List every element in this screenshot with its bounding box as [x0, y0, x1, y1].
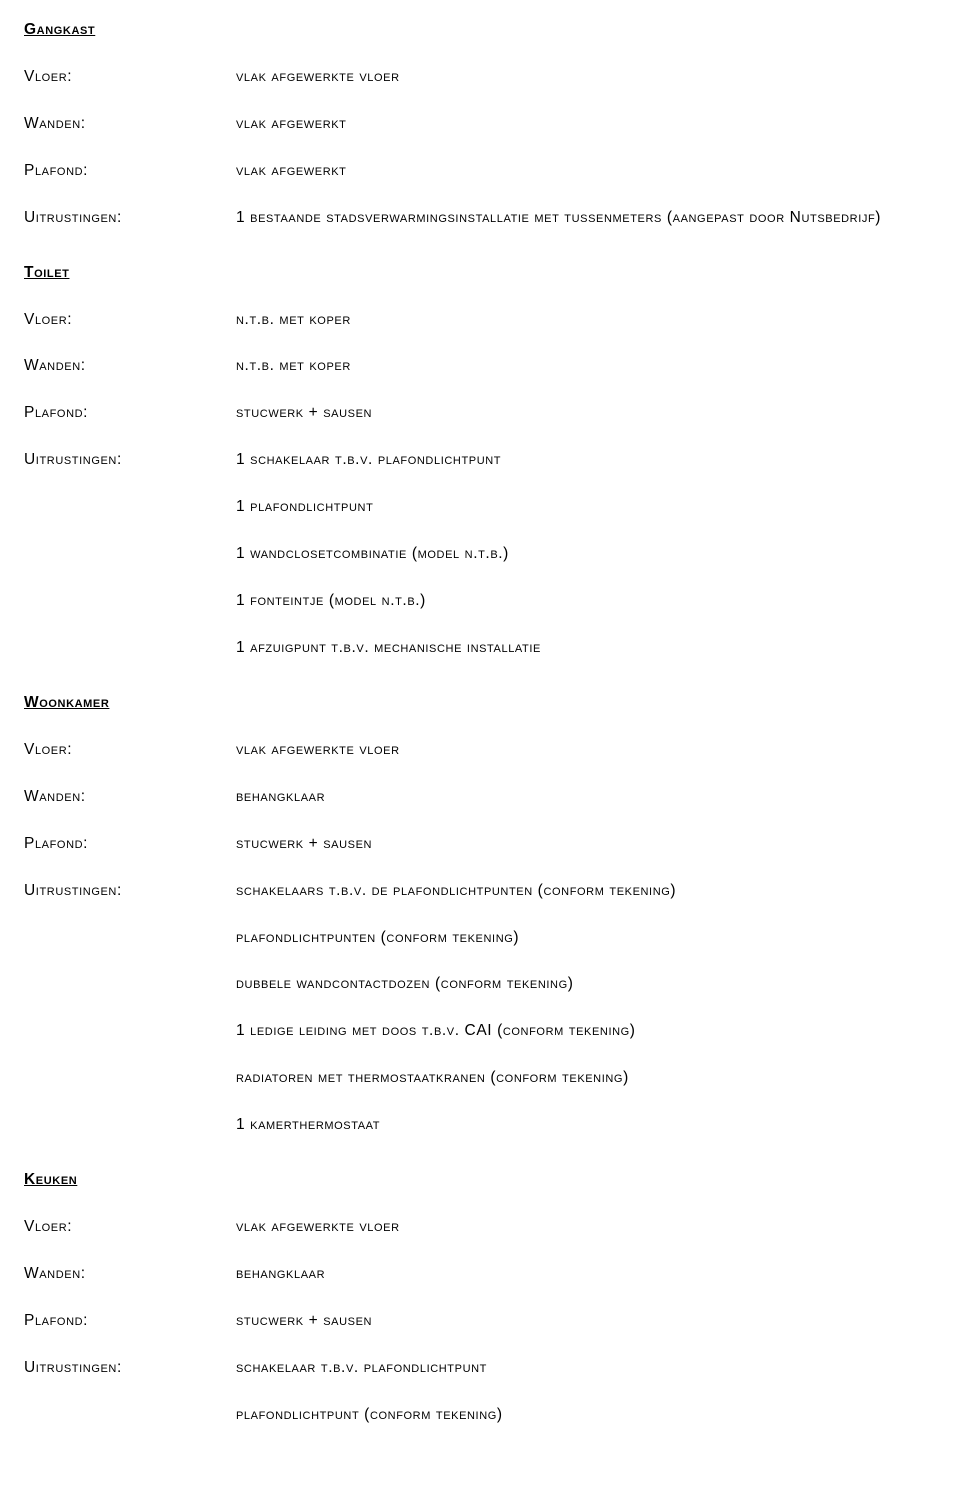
section-title-keuken: Keuken	[24, 1170, 960, 1191]
value-uitrustingen: 1 schakelaar t.b.v. plafondlichtpunt 1 p…	[236, 450, 960, 659]
row-woonkamer-plafond: Plafond: stucwerk + sausen	[24, 834, 960, 855]
value-uitrustingen: schakelaars t.b.v. de plafondlichtpunten…	[236, 881, 960, 1137]
label-wanden: Wanden:	[24, 114, 236, 135]
uitrustingen-line: 1 wandclosetcombinatie (model n.t.b.)	[236, 544, 960, 565]
label-plafond: Plafond:	[24, 1311, 236, 1332]
uitrustingen-line: 1 fonteintje (model n.t.b.)	[236, 591, 960, 612]
uitrustingen-line: 1 schakelaar t.b.v. plafondlichtpunt	[236, 450, 960, 471]
row-keuken-wanden: Wanden: behangklaar	[24, 1264, 960, 1285]
uitrustingen-line: 1 afzuigpunt t.b.v. mechanische installa…	[236, 638, 960, 659]
label-plafond: Plafond:	[24, 161, 236, 182]
value-wanden: behangklaar	[236, 1264, 960, 1285]
row-keuken-plafond: Plafond: stucwerk + sausen	[24, 1311, 960, 1332]
value-plafond: stucwerk + sausen	[236, 1311, 960, 1332]
label-wanden: Wanden:	[24, 787, 236, 808]
value-plafond: stucwerk + sausen	[236, 403, 960, 424]
label-uitrustingen: Uitrustingen:	[24, 881, 236, 902]
label-uitrustingen: Uitrustingen:	[24, 450, 236, 471]
value-wanden: vlak afgewerkt	[236, 114, 960, 135]
value-plafond: vlak afgewerkt	[236, 161, 960, 182]
label-wanden: Wanden:	[24, 356, 236, 377]
label-wanden: Wanden:	[24, 1264, 236, 1285]
value-vloer: n.t.b. met koper	[236, 310, 960, 331]
section-title-gangkast: Gangkast	[24, 20, 960, 41]
section-title-toilet: Toilet	[24, 263, 960, 284]
uitrustingen-line: 1 plafondlichtpunt	[236, 497, 960, 518]
uitrustingen-line: schakelaars t.b.v. de plafondlichtpunten…	[236, 881, 960, 902]
uitrustingen-line: schakelaar t.b.v. plafondlichtpunt	[236, 1358, 960, 1379]
value-vloer: vlak afgewerkte vloer	[236, 67, 960, 88]
row-keuken-vloer: Vloer: vlak afgewerkte vloer	[24, 1217, 960, 1238]
row-keuken-uitrustingen: Uitrustingen: schakelaar t.b.v. plafondl…	[24, 1358, 960, 1426]
row-gangkast-uitrustingen: Uitrustingen: 1 bestaande stadsverwarmin…	[24, 208, 960, 229]
uitrustingen-line: 1 bestaande stadsverwarmingsinstallatie …	[236, 208, 960, 229]
uitrustingen-line: plafondlichtpunten (conform tekening)	[236, 928, 960, 949]
value-uitrustingen: 1 bestaande stadsverwarmingsinstallatie …	[236, 208, 960, 229]
uitrustingen-line: plafondlichtpunt (conform tekening)	[236, 1405, 960, 1426]
label-vloer: Vloer:	[24, 740, 236, 761]
value-wanden: n.t.b. met koper	[236, 356, 960, 377]
row-gangkast-plafond: Plafond: vlak afgewerkt	[24, 161, 960, 182]
row-toilet-wanden: Wanden: n.t.b. met koper	[24, 356, 960, 377]
row-toilet-vloer: Vloer: n.t.b. met koper	[24, 310, 960, 331]
label-plafond: Plafond:	[24, 403, 236, 424]
row-woonkamer-wanden: Wanden: behangklaar	[24, 787, 960, 808]
uitrustingen-line: radiatoren met thermostaatkranen (confor…	[236, 1068, 960, 1089]
value-wanden: behangklaar	[236, 787, 960, 808]
label-vloer: Vloer:	[24, 67, 236, 88]
row-woonkamer-uitrustingen: Uitrustingen: schakelaars t.b.v. de plaf…	[24, 881, 960, 1137]
row-gangkast-vloer: Vloer: vlak afgewerkte vloer	[24, 67, 960, 88]
label-uitrustingen: Uitrustingen:	[24, 208, 236, 229]
value-vloer: vlak afgewerkte vloer	[236, 740, 960, 761]
section-title-woonkamer: Woonkamer	[24, 693, 960, 714]
value-plafond: stucwerk + sausen	[236, 834, 960, 855]
label-uitrustingen: Uitrustingen:	[24, 1358, 236, 1379]
row-toilet-plafond: Plafond: stucwerk + sausen	[24, 403, 960, 424]
label-vloer: Vloer:	[24, 310, 236, 331]
label-plafond: Plafond:	[24, 834, 236, 855]
row-toilet-uitrustingen: Uitrustingen: 1 schakelaar t.b.v. plafon…	[24, 450, 960, 659]
value-uitrustingen: schakelaar t.b.v. plafondlichtpunt plafo…	[236, 1358, 960, 1426]
value-vloer: vlak afgewerkte vloer	[236, 1217, 960, 1238]
label-vloer: Vloer:	[24, 1217, 236, 1238]
uitrustingen-line: 1 ledige leiding met doos t.b.v. CAI (co…	[236, 1021, 960, 1042]
row-gangkast-wanden: Wanden: vlak afgewerkt	[24, 114, 960, 135]
uitrustingen-line: dubbele wandcontactdozen (conform tekeni…	[236, 974, 960, 995]
uitrustingen-line: 1 kamerthermostaat	[236, 1115, 960, 1136]
row-woonkamer-vloer: Vloer: vlak afgewerkte vloer	[24, 740, 960, 761]
